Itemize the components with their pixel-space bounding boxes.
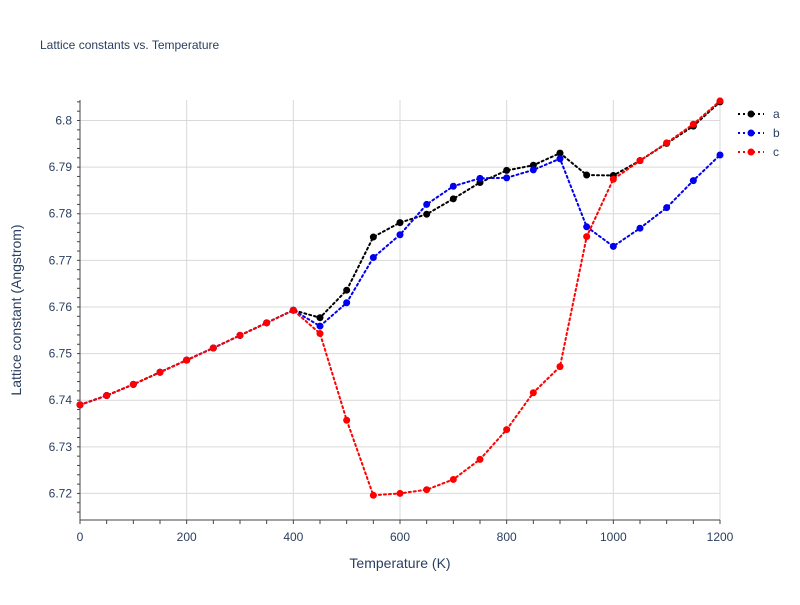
data-point-c[interactable] [129, 380, 137, 388]
data-point-c[interactable] [716, 97, 724, 105]
data-point-c[interactable] [663, 139, 671, 147]
data-point-c[interactable] [289, 306, 297, 314]
data-point-a[interactable] [369, 233, 377, 241]
x-axis-title: Temperature (K) [349, 555, 450, 571]
data-point-b[interactable] [529, 166, 537, 174]
data-point-c[interactable] [343, 416, 351, 424]
data-point-b[interactable] [396, 231, 404, 239]
legend-marker-b [747, 129, 755, 137]
data-point-b[interactable] [423, 200, 431, 208]
x-tick-label: 1000 [600, 530, 627, 544]
data-point-c[interactable] [636, 157, 644, 165]
legend-label-b: b [773, 126, 780, 140]
data-point-c[interactable] [503, 426, 511, 434]
data-point-b[interactable] [316, 322, 324, 330]
data-point-c[interactable] [449, 475, 457, 483]
data-point-a[interactable] [316, 314, 324, 322]
data-point-b[interactable] [583, 223, 591, 231]
chart-title: Lattice constants vs. Temperature [40, 38, 220, 52]
y-tick-label: 6.75 [49, 347, 73, 361]
legend[interactable]: abc [738, 107, 780, 159]
data-point-a[interactable] [396, 219, 404, 227]
data-point-c[interactable] [103, 392, 111, 400]
y-tick-label: 6.76 [49, 300, 73, 314]
x-tick-label: 600 [390, 530, 410, 544]
grid-layer [79, 100, 721, 520]
data-point-c[interactable] [583, 233, 591, 241]
legend-marker-c [747, 148, 755, 156]
data-point-c[interactable] [156, 368, 164, 376]
data-point-b[interactable] [503, 174, 511, 182]
legend-label-c: c [773, 145, 779, 159]
y-tick-label: 6.73 [49, 440, 73, 454]
data-point-c[interactable] [76, 401, 84, 409]
x-tick-label: 800 [497, 530, 517, 544]
data-point-a[interactable] [423, 210, 431, 218]
data-point-b[interactable] [716, 151, 724, 159]
data-point-b[interactable] [556, 155, 564, 163]
data-point-c[interactable] [476, 455, 484, 463]
data-point-c[interactable] [423, 486, 431, 494]
data-point-a[interactable] [556, 149, 564, 157]
legend-item-c[interactable]: c [738, 145, 779, 159]
data-point-b[interactable] [689, 177, 697, 185]
y-tick-label: 6.74 [49, 393, 73, 407]
data-point-c[interactable] [183, 356, 191, 364]
data-point-b[interactable] [609, 242, 617, 250]
legend-marker-a [747, 110, 755, 118]
data-point-b[interactable] [369, 254, 377, 262]
data-point-c[interactable] [396, 489, 404, 497]
y-tick-label: 6.79 [49, 160, 73, 174]
x-tick-label: 200 [177, 530, 197, 544]
data-point-a[interactable] [503, 166, 511, 174]
x-tick-label: 1200 [707, 530, 734, 544]
legend-item-a[interactable]: a [738, 107, 780, 121]
y-axis-title: Lattice constant (Angstrom) [8, 224, 24, 395]
data-point-a[interactable] [449, 195, 457, 203]
data-point-a[interactable] [583, 171, 591, 179]
series-layer [76, 97, 724, 499]
x-tick-label: 400 [283, 530, 303, 544]
x-tick-label: 0 [77, 530, 84, 544]
data-point-c[interactable] [609, 175, 617, 183]
data-point-c[interactable] [316, 330, 324, 338]
data-point-b[interactable] [449, 182, 457, 190]
data-point-c[interactable] [369, 491, 377, 499]
y-tick-label: 6.78 [49, 207, 73, 221]
legend-item-b[interactable]: b [738, 126, 780, 140]
data-point-c[interactable] [529, 389, 537, 397]
axes-layer: 0 200 400 600 800 1000 1200 6.72 6.73 6.74 6.75 6.7… [49, 100, 734, 544]
y-tick-label: 6.8 [55, 114, 72, 128]
y-tick-label: 6.72 [49, 486, 73, 500]
data-point-c[interactable] [263, 319, 271, 327]
y-tick-label: 6.77 [49, 253, 73, 267]
data-point-c[interactable] [556, 363, 564, 371]
data-point-a[interactable] [343, 286, 351, 294]
data-point-b[interactable] [663, 204, 671, 212]
data-point-b[interactable] [343, 299, 351, 307]
data-point-c[interactable] [689, 120, 697, 128]
data-point-c[interactable] [209, 344, 217, 352]
data-point-c[interactable] [236, 331, 244, 339]
data-point-b[interactable] [636, 224, 644, 232]
data-point-b[interactable] [476, 174, 484, 182]
legend-label-a: a [773, 107, 780, 121]
